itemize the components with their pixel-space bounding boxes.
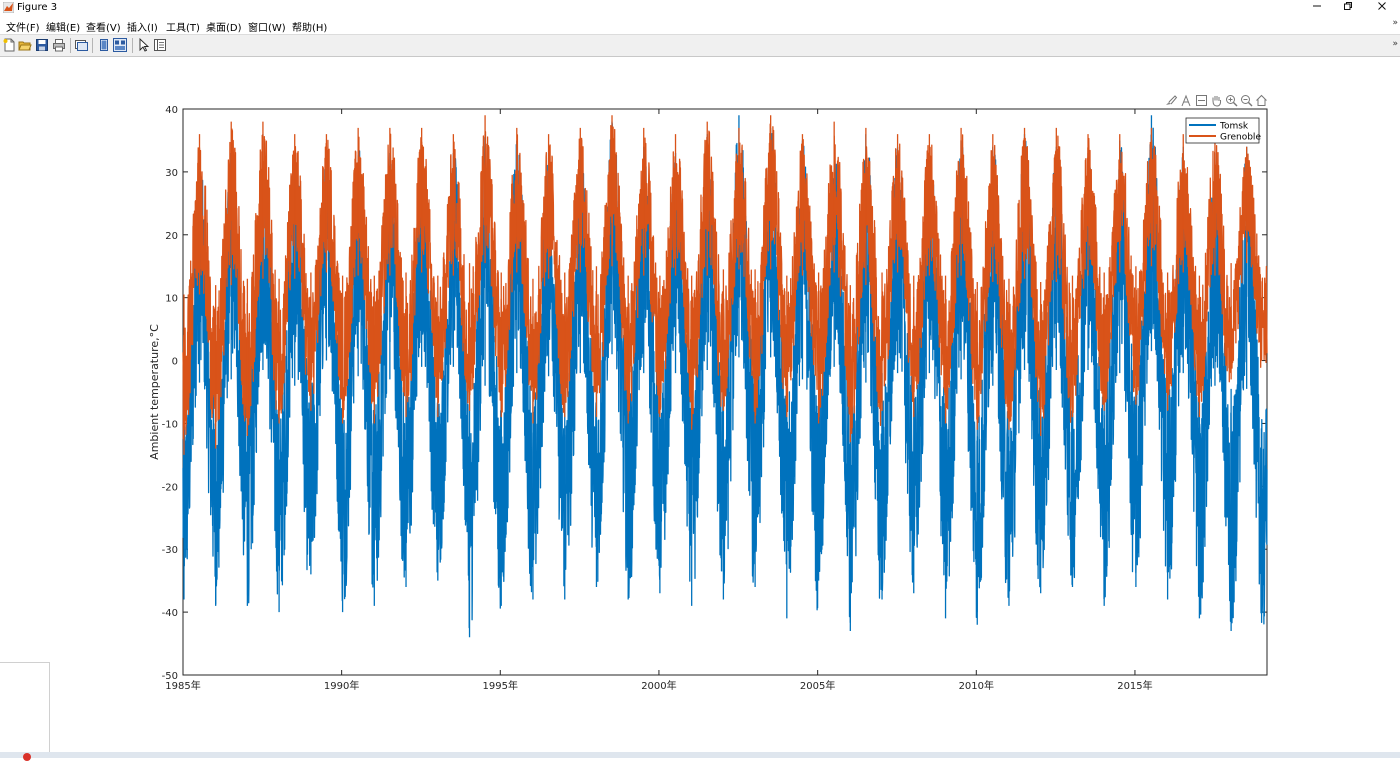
save-icon[interactable] <box>35 38 49 52</box>
taskbar <box>0 752 1400 761</box>
restore-view-home-icon[interactable] <box>1255 94 1268 107</box>
export-icon[interactable] <box>1195 94 1208 107</box>
window-title-bar: Figure 3 <box>0 0 1400 16</box>
series-line-grenoble[interactable] <box>182 123 1268 440</box>
edit-plot-arrow-icon[interactable] <box>137 38 151 52</box>
property-inspector-icon[interactable] <box>153 38 167 52</box>
x-tick-label: 2015年 <box>1117 679 1152 692</box>
x-tick-label: 1995年 <box>483 679 518 692</box>
zoom-out-icon[interactable] <box>1240 94 1253 107</box>
y-tick-label: 40 <box>165 105 178 116</box>
menu-help[interactable]: 帮助(H) <box>292 23 328 34</box>
x-tick-label: 2000年 <box>641 679 676 692</box>
menu-insert[interactable]: 插入(I) <box>127 23 158 34</box>
print-icon[interactable] <box>52 38 66 52</box>
taskbar-app-icon[interactable] <box>23 753 31 761</box>
brush-icon[interactable] <box>1165 94 1178 107</box>
close-button[interactable] <box>1365 0 1399 16</box>
open-file-icon[interactable] <box>18 38 32 52</box>
y-tick-label: -40 <box>162 608 178 619</box>
menu-desktop[interactable]: 桌面(D) <box>206 23 242 34</box>
restore-button[interactable] <box>1331 0 1365 16</box>
menu-overflow-icon[interactable]: » <box>1392 18 1398 28</box>
y-tick-label: -10 <box>162 419 178 430</box>
y-axis-label: Ambient temperature,°C <box>148 324 161 460</box>
data-tips-icon[interactable] <box>1180 94 1193 107</box>
series-line-tomsk[interactable] <box>182 123 1268 629</box>
toolbar-separator <box>70 38 71 53</box>
matlab-logo-icon <box>3 2 14 13</box>
toolbar-overflow-icon[interactable]: » <box>1392 39 1398 49</box>
y-tick-label: -20 <box>162 482 178 493</box>
x-tick-label: 2010年 <box>959 679 994 692</box>
window-title: Figure 3 <box>17 2 58 13</box>
legend[interactable]: Tomsk Grenoble <box>1185 117 1261 144</box>
x-tick-label: 1985年 <box>165 679 200 692</box>
figure-toolbar: » <box>0 34 1400 57</box>
close-icon <box>1378 2 1386 10</box>
y-tick-label: 20 <box>165 231 178 242</box>
restore-icon <box>1344 2 1352 10</box>
hide-plot-tools-icon[interactable] <box>97 38 111 52</box>
legend-label-grenoble: Grenoble <box>1220 133 1261 143</box>
menu-window[interactable]: 窗口(W) <box>248 23 286 34</box>
chart: 40 30 20 10 0 -10 -20 -30 -40 -50 1985年 1990年 1995年… <box>148 105 1268 692</box>
link-plot-icon[interactable] <box>74 38 88 52</box>
legend-label-tomsk: Tomsk <box>1219 122 1249 132</box>
show-plot-tools-icon[interactable] <box>113 38 127 52</box>
toolbar-separator <box>132 38 133 53</box>
y-tick-label: 10 <box>165 294 178 305</box>
x-tick-label: 2005年 <box>800 679 835 692</box>
series-layer <box>182 115 1268 638</box>
new-figure-icon[interactable] <box>2 38 16 52</box>
minimize-icon <box>1313 5 1321 7</box>
y-tick-label: 30 <box>165 168 178 179</box>
menu-bar: 文件(F) 编辑(E) 查看(V) 插入(I) 工具(T) 桌面(D) 窗口(W… <box>0 16 1400 34</box>
menu-view[interactable]: 查看(V) <box>86 23 121 34</box>
side-panel <box>0 662 50 753</box>
toolbar-separator <box>92 38 93 53</box>
y-tick-label: -30 <box>162 545 178 556</box>
pan-hand-icon[interactable] <box>1210 94 1223 107</box>
x-tick-label: 1990年 <box>324 679 359 692</box>
minimize-button[interactable] <box>1300 0 1334 16</box>
menu-file[interactable]: 文件(F) <box>6 23 40 34</box>
menu-edit[interactable]: 编辑(E) <box>46 23 81 34</box>
y-tick-label: 0 <box>172 357 178 368</box>
zoom-in-icon[interactable] <box>1225 94 1238 107</box>
y-tick-label: -50 <box>162 671 178 682</box>
menu-tools[interactable]: 工具(T) <box>166 23 200 34</box>
